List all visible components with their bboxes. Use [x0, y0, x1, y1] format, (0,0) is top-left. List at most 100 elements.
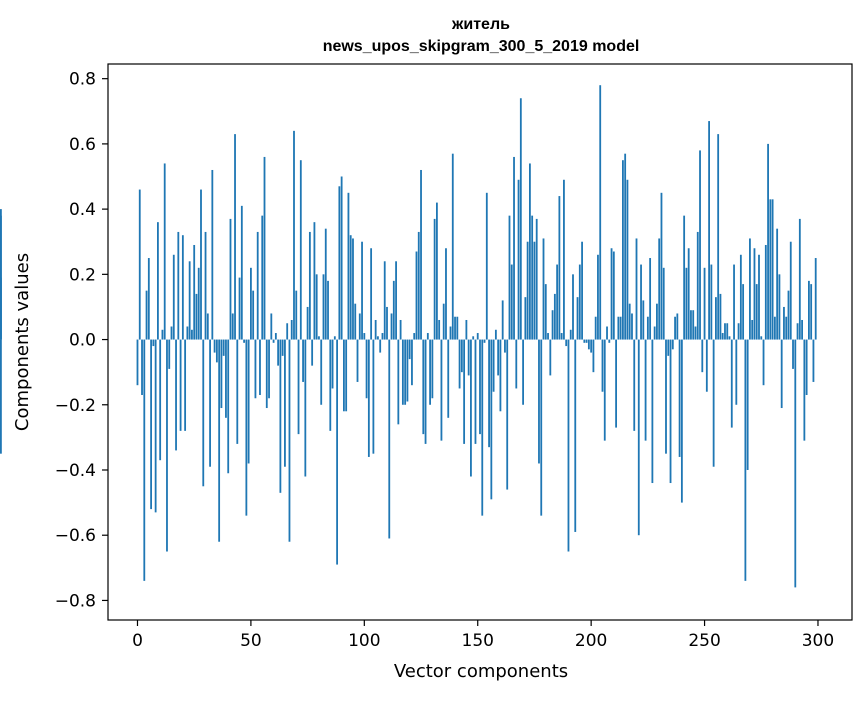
bar	[626, 179, 629, 340]
x-tick-label: 200	[575, 631, 607, 651]
bar	[349, 235, 352, 340]
bar	[506, 339, 509, 490]
bar	[311, 339, 314, 366]
bar	[540, 339, 543, 516]
bar	[302, 339, 304, 382]
bar	[270, 313, 273, 340]
y-tick-label: 0.4	[69, 200, 96, 220]
x-tick-label: 300	[802, 631, 834, 651]
bar	[708, 121, 710, 340]
bar	[440, 339, 443, 441]
bar	[299, 160, 302, 340]
bar	[758, 254, 760, 340]
bar	[367, 339, 370, 457]
bar	[195, 293, 198, 340]
bar	[538, 339, 540, 464]
bar	[610, 248, 613, 340]
bar	[401, 339, 404, 405]
bar	[531, 215, 534, 340]
bar	[0, 277, 2, 340]
bar	[238, 277, 241, 340]
bar	[690, 310, 692, 340]
bar	[699, 150, 701, 340]
bar	[585, 339, 588, 343]
bar	[392, 280, 395, 340]
bar	[288, 339, 291, 542]
bar	[771, 199, 774, 340]
bar	[767, 143, 769, 340]
bar	[801, 319, 803, 340]
bar	[508, 215, 511, 340]
bar	[388, 339, 391, 539]
bar	[776, 228, 779, 340]
bar	[286, 323, 289, 340]
bar	[501, 300, 504, 340]
bar	[259, 339, 261, 395]
bar	[463, 339, 466, 444]
bar	[773, 316, 776, 340]
bar	[724, 323, 726, 340]
bar	[209, 339, 211, 467]
bar	[497, 339, 500, 376]
bar	[615, 339, 617, 428]
x-tick-label: 0	[132, 631, 143, 651]
bar	[622, 160, 624, 340]
bar	[683, 215, 686, 340]
bar	[737, 323, 740, 340]
bar	[728, 336, 731, 340]
bar	[247, 339, 250, 464]
x-tick-label: 250	[688, 631, 720, 651]
bar	[138, 189, 141, 340]
bar	[415, 251, 418, 340]
x-tick-label: 50	[240, 631, 262, 651]
bar	[678, 339, 681, 457]
bar	[476, 333, 479, 340]
y-tick-label: 0.6	[69, 135, 96, 155]
x-axis-ticks: 0 50 100 150 200 250 300	[132, 620, 834, 651]
bar	[295, 290, 298, 340]
bar	[710, 264, 713, 340]
y-tick-label: −0.6	[55, 526, 96, 546]
bar	[458, 339, 461, 389]
bar	[229, 218, 232, 340]
bar	[426, 333, 429, 340]
bar	[703, 267, 706, 340]
bar	[365, 339, 368, 399]
bar	[717, 134, 720, 340]
bar	[517, 179, 520, 340]
bar	[529, 163, 531, 340]
bar	[274, 333, 277, 340]
bar	[805, 339, 808, 395]
bar	[644, 339, 647, 441]
bar	[633, 339, 636, 431]
bar	[504, 339, 506, 353]
bar	[576, 297, 579, 340]
bar	[240, 205, 243, 340]
bar	[769, 199, 772, 340]
bar	[308, 231, 311, 340]
bar	[141, 339, 143, 395]
bar	[404, 339, 407, 405]
bar	[356, 339, 359, 382]
bar	[197, 267, 200, 340]
bar	[719, 293, 722, 340]
bar	[792, 339, 794, 369]
bar	[565, 339, 568, 347]
bar	[762, 339, 765, 386]
bar	[340, 176, 343, 340]
bar	[465, 319, 468, 340]
bar	[470, 339, 472, 477]
bar	[0, 209, 2, 340]
bar	[320, 339, 323, 405]
bar	[306, 306, 309, 340]
chart-title-line-2: news_upos_skipgram_300_5_2019 model	[323, 38, 640, 55]
bar	[746, 339, 749, 470]
bar	[352, 238, 354, 340]
bar	[631, 313, 633, 340]
bar	[413, 333, 416, 340]
bar	[592, 339, 595, 373]
bar	[642, 300, 645, 340]
bar	[202, 339, 205, 487]
y-tick-label: −0.4	[55, 461, 96, 481]
